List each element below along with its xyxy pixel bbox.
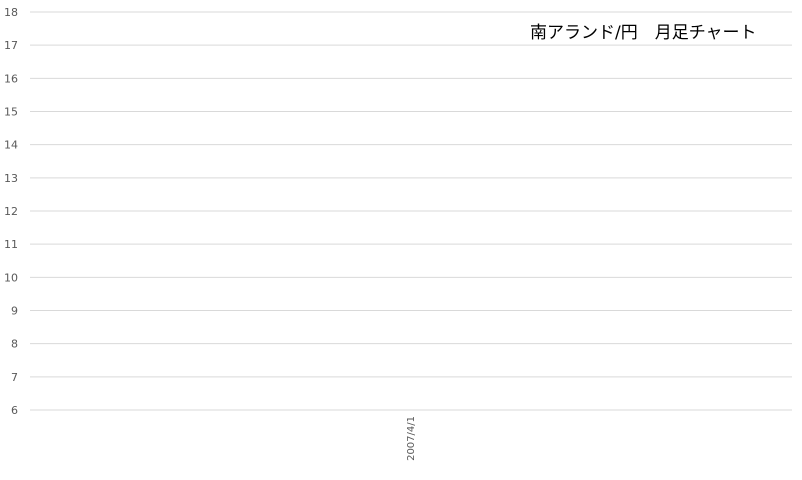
y-tick-label: 16	[4, 72, 18, 85]
y-tick-label: 13	[4, 172, 18, 185]
x-tick-label: 2007/4/1	[406, 416, 417, 461]
grid-lines	[30, 11, 792, 411]
y-tick-label: 15	[4, 106, 18, 119]
y-axis-ticks: 6 7 8 9 10 11 12 13 14 15 16 17 18	[4, 6, 18, 417]
y-tick-label: 12	[4, 205, 18, 218]
x-axis-ticks: 2007/4/12007/7/12007/10/12008/1/12008/4/…	[406, 416, 417, 461]
y-tick-label: 11	[4, 238, 18, 251]
y-tick-label: 14	[4, 139, 18, 152]
y-tick-label: 7	[11, 371, 18, 384]
y-tick-label: 8	[11, 338, 18, 351]
chart-title: 南アランド/円 月足チャート	[530, 23, 757, 43]
y-tick-label: 18	[4, 6, 18, 19]
y-tick-label: 17	[4, 39, 18, 52]
y-tick-label: 9	[11, 305, 18, 318]
y-tick-label: 10	[4, 271, 18, 284]
y-tick-label: 6	[11, 404, 18, 417]
